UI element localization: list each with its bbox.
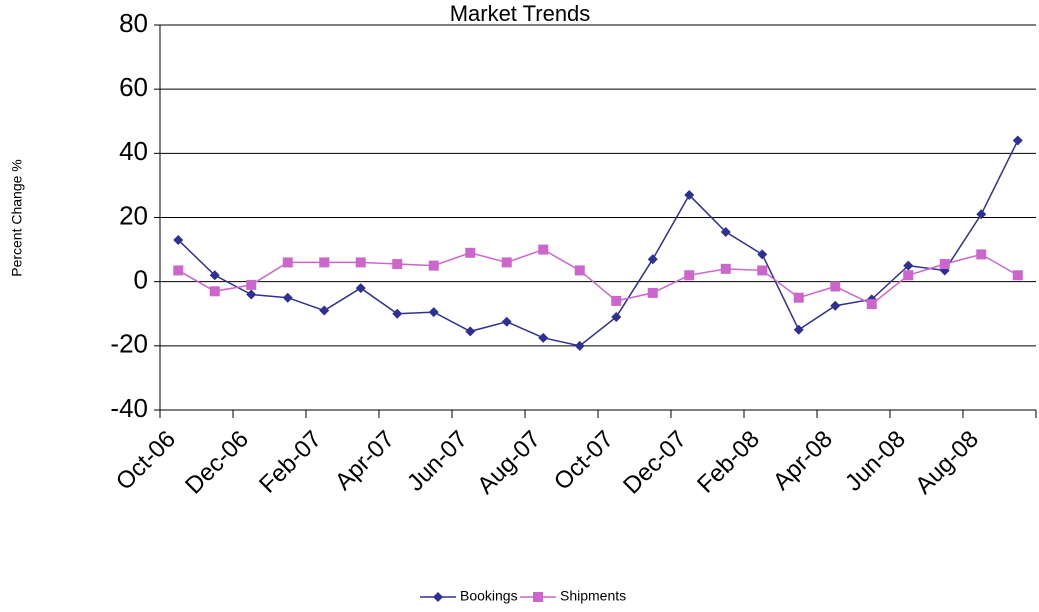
data-point bbox=[282, 292, 293, 303]
data-point bbox=[793, 292, 804, 303]
legend-marker bbox=[433, 592, 443, 602]
series-line bbox=[177, 140, 1019, 347]
data-point bbox=[282, 257, 293, 268]
data-point bbox=[1012, 135, 1023, 146]
data-point bbox=[647, 254, 658, 265]
legend-label: Bookings bbox=[460, 588, 518, 604]
data-point bbox=[173, 265, 184, 276]
data-point bbox=[501, 257, 512, 268]
data-point bbox=[976, 249, 987, 260]
y-tick-label: -20 bbox=[110, 329, 148, 359]
data-point bbox=[903, 260, 914, 271]
data-point bbox=[939, 259, 950, 270]
legend-marker bbox=[533, 592, 543, 602]
data-point bbox=[428, 307, 439, 318]
data-point bbox=[173, 234, 184, 245]
data-point bbox=[392, 308, 403, 319]
data-point bbox=[976, 209, 987, 220]
data-point bbox=[501, 316, 512, 327]
y-axis-label: Percent Change % bbox=[9, 159, 25, 277]
x-tick-label: Jun-07 bbox=[402, 426, 473, 497]
data-point bbox=[538, 332, 549, 343]
data-point bbox=[720, 263, 731, 274]
data-point bbox=[465, 247, 476, 258]
data-point bbox=[611, 311, 622, 322]
data-point bbox=[684, 190, 695, 201]
y-tick-label: 60 bbox=[119, 72, 148, 102]
x-tick-label: Oct-06 bbox=[111, 426, 181, 496]
y-tick-label: 80 bbox=[119, 8, 148, 38]
y-tick-label: 0 bbox=[134, 265, 148, 295]
x-tick-label: Dec-07 bbox=[618, 426, 692, 500]
data-point bbox=[319, 305, 330, 316]
data-point bbox=[903, 270, 914, 281]
data-point bbox=[757, 249, 768, 260]
data-point bbox=[465, 326, 476, 337]
x-tick-label: Aug-08 bbox=[910, 426, 984, 500]
data-point bbox=[574, 340, 585, 351]
data-point bbox=[684, 270, 695, 281]
data-point bbox=[209, 270, 220, 281]
data-point bbox=[866, 299, 877, 310]
x-tick-label: Apr-07 bbox=[330, 426, 400, 496]
chart-title: Market Trends bbox=[450, 1, 591, 26]
x-tick-label: Jun-08 bbox=[840, 426, 911, 497]
data-point bbox=[611, 295, 622, 306]
data-point bbox=[319, 257, 330, 268]
y-tick-label: 40 bbox=[119, 136, 148, 166]
data-point bbox=[246, 289, 257, 300]
data-point bbox=[246, 279, 257, 290]
data-point bbox=[793, 324, 804, 335]
x-tick-label: Feb-08 bbox=[692, 426, 765, 499]
x-tick-label: Dec-06 bbox=[180, 426, 254, 500]
data-point bbox=[355, 257, 366, 268]
x-tick-label: Apr-08 bbox=[768, 426, 838, 496]
x-tick-label: Aug-07 bbox=[472, 426, 546, 500]
x-tick-label: Feb-07 bbox=[254, 426, 327, 499]
data-point bbox=[720, 226, 731, 237]
y-tick-label: -40 bbox=[110, 393, 148, 423]
data-point bbox=[757, 265, 768, 276]
data-point bbox=[392, 259, 403, 270]
data-point bbox=[428, 260, 439, 271]
data-point bbox=[1012, 270, 1023, 281]
data-point bbox=[538, 244, 549, 255]
data-point bbox=[830, 281, 841, 292]
data-point bbox=[574, 265, 585, 276]
series-line bbox=[177, 248, 1019, 306]
x-tick-label: Oct-07 bbox=[549, 426, 619, 496]
legend-label: Shipments bbox=[560, 588, 626, 604]
data-point bbox=[209, 286, 220, 297]
data-point bbox=[830, 300, 841, 311]
y-tick-label: 20 bbox=[119, 200, 148, 230]
data-point bbox=[647, 287, 658, 298]
data-point bbox=[355, 283, 366, 294]
